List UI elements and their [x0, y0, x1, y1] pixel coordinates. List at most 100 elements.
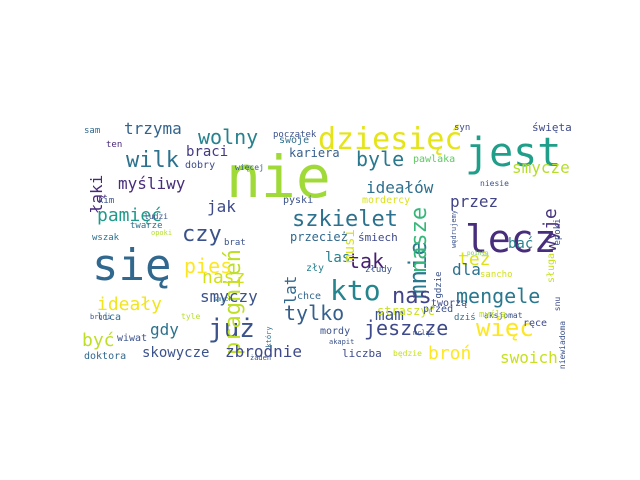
word-68: pawlaka: [413, 154, 455, 165]
word-46: musi: [342, 229, 358, 263]
word-13: mengele: [456, 284, 540, 308]
word-81: niewiadoma: [558, 321, 567, 369]
word-74: pointa: [467, 250, 489, 257]
word-47: braci: [186, 144, 228, 160]
word-72: mordercy: [362, 195, 410, 206]
word-44: łąki: [87, 175, 106, 214]
word-56: mordy: [320, 326, 350, 337]
word-87: tworzą: [431, 298, 467, 309]
word-37: las: [325, 250, 350, 266]
word-71: niesie: [480, 179, 509, 188]
word-67: więcej: [235, 163, 264, 172]
word-93: który: [265, 326, 273, 347]
word-45: bać: [508, 236, 533, 252]
word-9: pragnień: [221, 249, 246, 355]
word-52: przecież: [290, 230, 348, 244]
word-1: się: [92, 240, 171, 291]
word-23: ideałów: [366, 178, 434, 197]
word-42: skowycze: [142, 345, 209, 361]
word-92: żaden: [250, 354, 271, 362]
word-73: wędrujemy: [450, 210, 458, 248]
word-21: byle: [356, 147, 404, 171]
word-75: sancho: [480, 270, 513, 280]
word-66: początek: [273, 130, 317, 140]
word-91: będzie: [393, 349, 422, 358]
word-4: dziesięć: [318, 122, 463, 157]
word-16: jeszcze: [364, 316, 448, 340]
word-48: kariera: [289, 146, 340, 160]
word-41: zbrodnie: [225, 342, 302, 361]
word-54: straszyć: [377, 304, 435, 318]
word-60: wiwat: [117, 333, 147, 344]
word-26: pamięć: [97, 205, 162, 226]
word-19: wilk: [126, 148, 179, 173]
word-95: ludzi: [144, 212, 168, 221]
word-35: broń: [428, 343, 471, 364]
word-85: złudy: [365, 265, 393, 275]
word-89: mcląc: [413, 329, 434, 337]
word-88: przed: [423, 304, 453, 315]
word-78: snu: [553, 297, 562, 312]
word-97: broni: [90, 313, 111, 321]
word-99: smych: [214, 296, 232, 303]
word-28: nasz: [202, 267, 245, 288]
word-76: sługa: [546, 253, 557, 283]
word-30: jak: [207, 197, 236, 216]
word-83: myślą: [479, 309, 506, 320]
word-2: jest: [465, 130, 561, 176]
word-61: twarze: [130, 221, 163, 231]
word-27: ideały: [97, 294, 162, 315]
word-38: smyczy: [200, 287, 258, 306]
word-94: brat: [224, 238, 246, 248]
word-22: trzyma: [124, 119, 182, 138]
word-7: więc: [476, 314, 534, 342]
word-10: mnie: [404, 241, 432, 299]
word-40: być: [82, 330, 115, 351]
word-98: tyle: [181, 312, 200, 321]
word-12: nas: [392, 284, 432, 309]
word-15: tylko: [284, 301, 344, 325]
word-82: dziś: [454, 312, 476, 323]
word-62: wszak: [92, 233, 120, 243]
word-69: syn: [454, 123, 470, 133]
word-50: dobry: [185, 160, 215, 171]
word-57: liczba: [342, 347, 382, 360]
word-39: gdy: [150, 320, 179, 339]
word-80: aksjomat: [484, 311, 523, 320]
word-20: tak: [348, 249, 384, 273]
word-63: kim: [98, 196, 114, 206]
word-34: mam: [375, 305, 404, 324]
word-79: ręce: [523, 318, 547, 329]
word-86: zły: [306, 263, 324, 274]
word-17: pies: [184, 254, 232, 278]
word-33: dla: [452, 260, 481, 279]
word-8: szkielet: [292, 207, 398, 232]
word-51: pyski: [283, 195, 313, 206]
word-25: smycze: [512, 158, 570, 177]
word-65: sam: [84, 126, 100, 136]
word-11: nasze: [407, 207, 432, 273]
word-70: święta: [532, 121, 572, 134]
word-18: czy: [182, 222, 222, 247]
word-84: gdzie: [434, 271, 444, 298]
word-55: chce: [297, 291, 321, 302]
word-36: lat: [281, 276, 300, 305]
word-64: ten: [106, 140, 122, 150]
word-32: też: [458, 249, 491, 270]
word-43: swoich: [500, 348, 558, 367]
word-90: akapit: [329, 338, 354, 346]
word-0: nie: [226, 143, 331, 211]
word-58: doktora: [84, 351, 126, 362]
word-53: śmiech: [358, 231, 398, 244]
word-49: swoje: [279, 135, 309, 146]
word-31: przez: [450, 192, 498, 211]
word-59: lica: [97, 312, 121, 323]
word-96: opoki: [151, 229, 172, 237]
word-3: lecz: [465, 217, 557, 261]
word-29: myśliwy: [118, 174, 186, 193]
word-6: już: [208, 314, 255, 344]
word-14: wolny: [198, 125, 258, 149]
word-24: wyje: [540, 208, 561, 251]
word-77: epoki: [553, 218, 563, 245]
